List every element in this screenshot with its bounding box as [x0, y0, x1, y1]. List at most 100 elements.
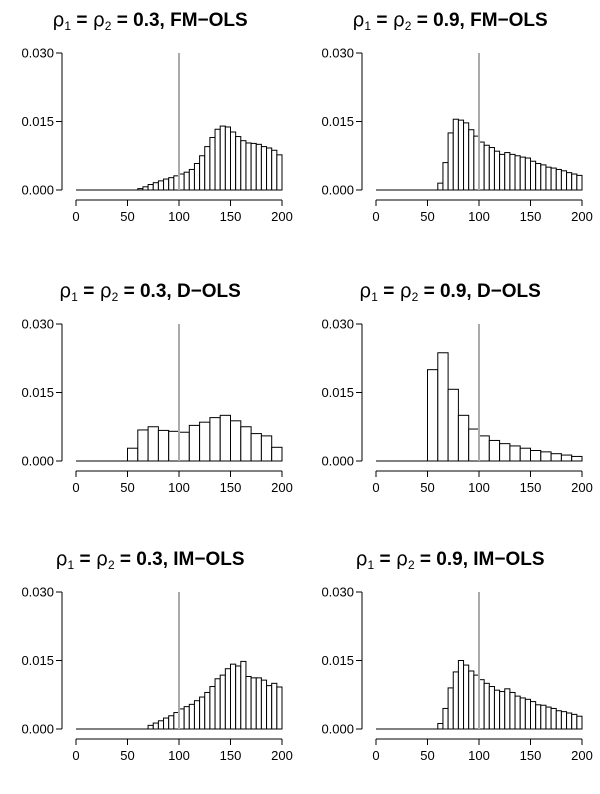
- y-tick-label: 0.000: [321, 183, 354, 198]
- x-tick-label: 150: [520, 748, 542, 763]
- x-tick-label: 50: [120, 748, 134, 763]
- histogram-bar: [147, 426, 159, 462]
- histogram-bar: [224, 126, 232, 191]
- histogram-bar: [127, 447, 139, 462]
- histogram-bar: [509, 445, 521, 462]
- y-tick-label: 0.015: [21, 114, 54, 129]
- histogram-bar: [266, 147, 273, 191]
- y-tick-label: 0.000: [21, 454, 54, 469]
- histogram-bar: [188, 168, 195, 191]
- histogram-bar: [168, 715, 175, 730]
- x-tick-label: 100: [468, 748, 490, 763]
- panel-title: ρ1 = ρ2 = 0.3, D−OLS: [59, 280, 241, 304]
- histogram-bar: [204, 146, 211, 191]
- histogram-bar: [468, 428, 480, 462]
- histogram-bar: [437, 723, 444, 730]
- x-tick-label: 50: [420, 209, 434, 224]
- y-tick-label: 0.000: [321, 454, 354, 469]
- histogram-bar: [157, 180, 165, 191]
- histogram-bar: [240, 660, 247, 730]
- histogram-bar: [224, 668, 232, 730]
- histogram-bar: [463, 122, 470, 191]
- histogram-bar: [240, 140, 247, 191]
- histogram-bar: [214, 128, 221, 191]
- histogram-plot: 0.000 0.015 0.030 0 50 100 150 200: [321, 585, 592, 764]
- histogram-bar: [209, 136, 216, 191]
- x-tick-label: 0: [372, 480, 379, 495]
- histogram-bar: [504, 152, 511, 191]
- histogram-bar: [204, 691, 211, 730]
- x-tick-label: 0: [372, 748, 379, 763]
- histogram-bar: [566, 712, 573, 730]
- x-tick-label: 0: [72, 480, 79, 495]
- x-tick-label: 150: [220, 480, 242, 495]
- histogram-bar: [545, 166, 552, 191]
- histogram-bar: [488, 439, 501, 462]
- histogram-bar: [147, 184, 154, 191]
- histogram-bar: [535, 163, 542, 191]
- histogram-bar: [447, 132, 454, 191]
- histogram-bar: [260, 146, 268, 191]
- histogram-bar: [519, 447, 531, 462]
- histogram-bar: [137, 188, 144, 191]
- histogram-bar: [488, 147, 495, 191]
- histogram-bar: [266, 685, 273, 730]
- panel-title: ρ1 = ρ2 = 0.3, IM−OLS: [55, 548, 245, 572]
- histogram-bar: [447, 687, 454, 730]
- histogram-bar: [483, 682, 490, 730]
- panel-title: ρ1 = ρ2 = 0.9, FM−OLS: [352, 9, 548, 33]
- histogram-bar: [550, 167, 557, 191]
- histogram-bar: [452, 671, 459, 730]
- x-tick-label: 0: [372, 209, 379, 224]
- histogram-bar: [250, 142, 257, 191]
- histogram-bar: [519, 156, 526, 191]
- histogram-bar: [514, 695, 521, 730]
- histogram-bar: [545, 706, 552, 730]
- histogram-bar: [137, 429, 149, 462]
- panel-fm-ols-0.9: ρ1 = ρ2 = 0.9, FM−OLS 0.000 0.015 0.030 0 50…: [300, 0, 600, 255]
- histogram-bar: [530, 449, 542, 462]
- panel-title: ρ1 = ρ2 = 0.3, FM−OLS: [52, 9, 248, 33]
- x-tick-label: 200: [271, 480, 293, 495]
- histogram-bar: [493, 150, 501, 191]
- x-tick-label: 100: [468, 209, 490, 224]
- x-tick-label: 150: [520, 480, 542, 495]
- histogram-bar: [209, 417, 221, 462]
- histogram-bar: [188, 424, 201, 462]
- histogram-bar: [230, 131, 237, 191]
- histogram-plot: 0.000 0.015 0.030 0 50 100 150 200: [321, 317, 593, 496]
- histogram-bar: [260, 435, 273, 462]
- histogram-bar: [437, 352, 449, 462]
- histogram-bar: [427, 369, 439, 462]
- panel-im-ols-0.9: ρ1 = ρ2 = 0.9, IM−OLS 0.000 0.015 0.030 0 50…: [300, 539, 600, 794]
- y-tick-label: 0.000: [21, 183, 54, 198]
- x-tick-label: 0: [72, 748, 79, 763]
- histogram-bar: [240, 426, 252, 462]
- histogram-bar: [183, 706, 190, 730]
- histogram-bar: [178, 431, 190, 462]
- x-tick-label: 200: [571, 480, 593, 495]
- histogram-bar: [163, 717, 170, 730]
- histogram-bar: [457, 119, 465, 191]
- histogram-bar: [230, 420, 242, 462]
- histogram-bar: [442, 162, 449, 191]
- x-tick-label: 200: [271, 748, 293, 763]
- histogram-bar: [560, 711, 568, 730]
- histogram-bar: [457, 414, 470, 462]
- histogram-bar: [157, 720, 165, 730]
- histogram-bar: [535, 704, 542, 730]
- histogram-bar: [524, 698, 532, 730]
- histogram-plot: 0.000 0.015 0.030 0 50 100 150 200: [21, 585, 293, 764]
- histogram-bar: [199, 421, 211, 462]
- histogram-bar: [199, 696, 206, 730]
- histogram-bar: [271, 446, 283, 462]
- histogram-grid: ρ1 = ρ2 = 0.3, FM−OLS 0.000 0.015 0.030 0 50…: [21, 0, 600, 763]
- y-tick-label: 0.030: [21, 46, 54, 61]
- histogram-plot: 0.000 0.015 0.030 0 50 100 150 200: [21, 317, 293, 496]
- histogram-bar: [250, 433, 262, 462]
- y-tick-label: 0.030: [21, 317, 54, 332]
- histogram-bar: [468, 670, 475, 730]
- x-tick-label: 50: [120, 480, 134, 495]
- x-tick-label: 150: [220, 748, 242, 763]
- histogram-bar: [530, 160, 537, 191]
